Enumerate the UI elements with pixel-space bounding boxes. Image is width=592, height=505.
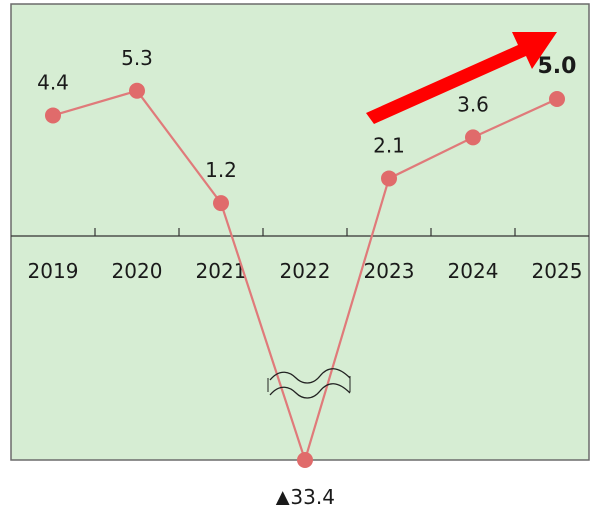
trend-arrow	[366, 32, 557, 124]
data-point	[45, 107, 61, 124]
data-markers	[45, 82, 565, 468]
data-label: 5.3	[121, 46, 153, 70]
data-label: 3.6	[457, 92, 489, 116]
data-label: 2.1	[373, 133, 405, 157]
trend-arrow-shape	[366, 32, 557, 124]
data-label: 5.0	[538, 54, 577, 79]
x-axis-ticks	[94, 228, 516, 236]
x-tick-label: 2019	[28, 259, 79, 283]
x-tick-label: 2024	[448, 259, 499, 283]
x-axis-tick-labels: 2019 2020 2021 2022 2023 2024 2025	[28, 259, 583, 283]
x-tick-label: 2025	[532, 259, 583, 283]
data-label: ▲33.4	[275, 485, 335, 505]
data-point	[297, 452, 313, 468]
data-label: 1.2	[205, 158, 237, 182]
x-tick-label: 2020	[112, 259, 163, 283]
data-point	[549, 91, 565, 107]
data-label: 4.4	[37, 70, 69, 94]
break-wave	[269, 383, 351, 399]
x-tick-label: 2022	[280, 259, 331, 283]
x-tick-label: 2023	[364, 259, 415, 283]
data-point	[381, 170, 397, 187]
break-wave	[269, 368, 351, 384]
x-tick-label: 2021	[196, 259, 247, 283]
plot-area	[10, 3, 590, 461]
axis-break-mark	[267, 368, 351, 399]
data-labels: 4.4 5.3 1.2 ▲33.4 2.1 3.6 5.0	[37, 46, 576, 505]
data-point	[213, 195, 229, 212]
data-point	[129, 82, 145, 99]
data-point	[465, 129, 481, 146]
